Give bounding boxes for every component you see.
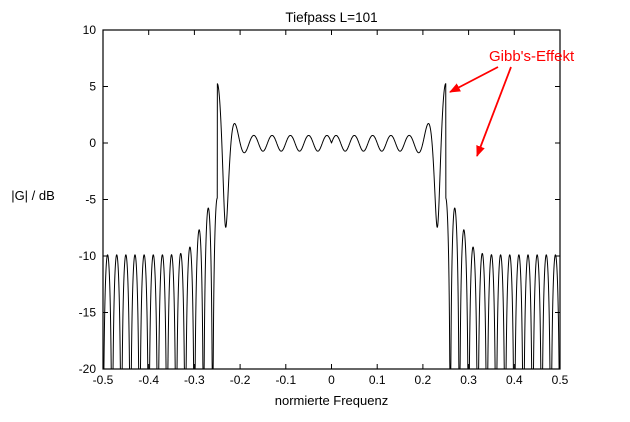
y-axis-label: |G| / dB [11,188,55,203]
y-tick-label: -15 [79,306,97,320]
x-tick-label: 0.3 [460,373,477,387]
y-tick-label: -10 [79,249,97,263]
x-tick-label: 0.1 [369,373,386,387]
y-tick-label: 0 [89,136,96,150]
response-curve [102,83,561,370]
annotation-gibbs-effekt: Gibb's-Effekt [449,48,575,157]
x-tick-label: -0.3 [184,373,205,387]
annotation-arrows [449,66,512,157]
x-tick-label: -0.1 [275,373,296,387]
annotation-text: Gibb's-Effekt [489,48,575,65]
y-tick-label: 10 [83,23,97,37]
x-axis-label: normierte Frequenz [275,393,388,408]
y-tick-label: 5 [89,80,96,94]
plot-box [102,29,561,370]
x-tick-label: 0 [328,373,335,387]
y-tick-label: -20 [79,362,97,376]
y-tick-labels: 10 5 0 -5 -10 -15 -20 [79,23,97,376]
x-tick-label: -0.2 [230,373,251,387]
x-tick-label: 0.2 [415,373,432,387]
annotation-arrow [449,66,499,93]
plot-title: Tiefpass L=101 [285,10,377,25]
x-tick-label: 0.5 [552,373,569,387]
y-tick-label: -5 [85,193,96,207]
annotation-arrow [476,66,512,157]
x-tick-labels: -0.5 -0.4 -0.3 -0.2 -0.1 0 0.1 0.2 0.3 0.4 0.5 [93,373,569,387]
x-tick-label: 0.4 [506,373,523,387]
x-tick-label: -0.5 [93,373,114,387]
tick-marks [102,29,561,370]
x-tick-label: -0.4 [138,373,159,387]
